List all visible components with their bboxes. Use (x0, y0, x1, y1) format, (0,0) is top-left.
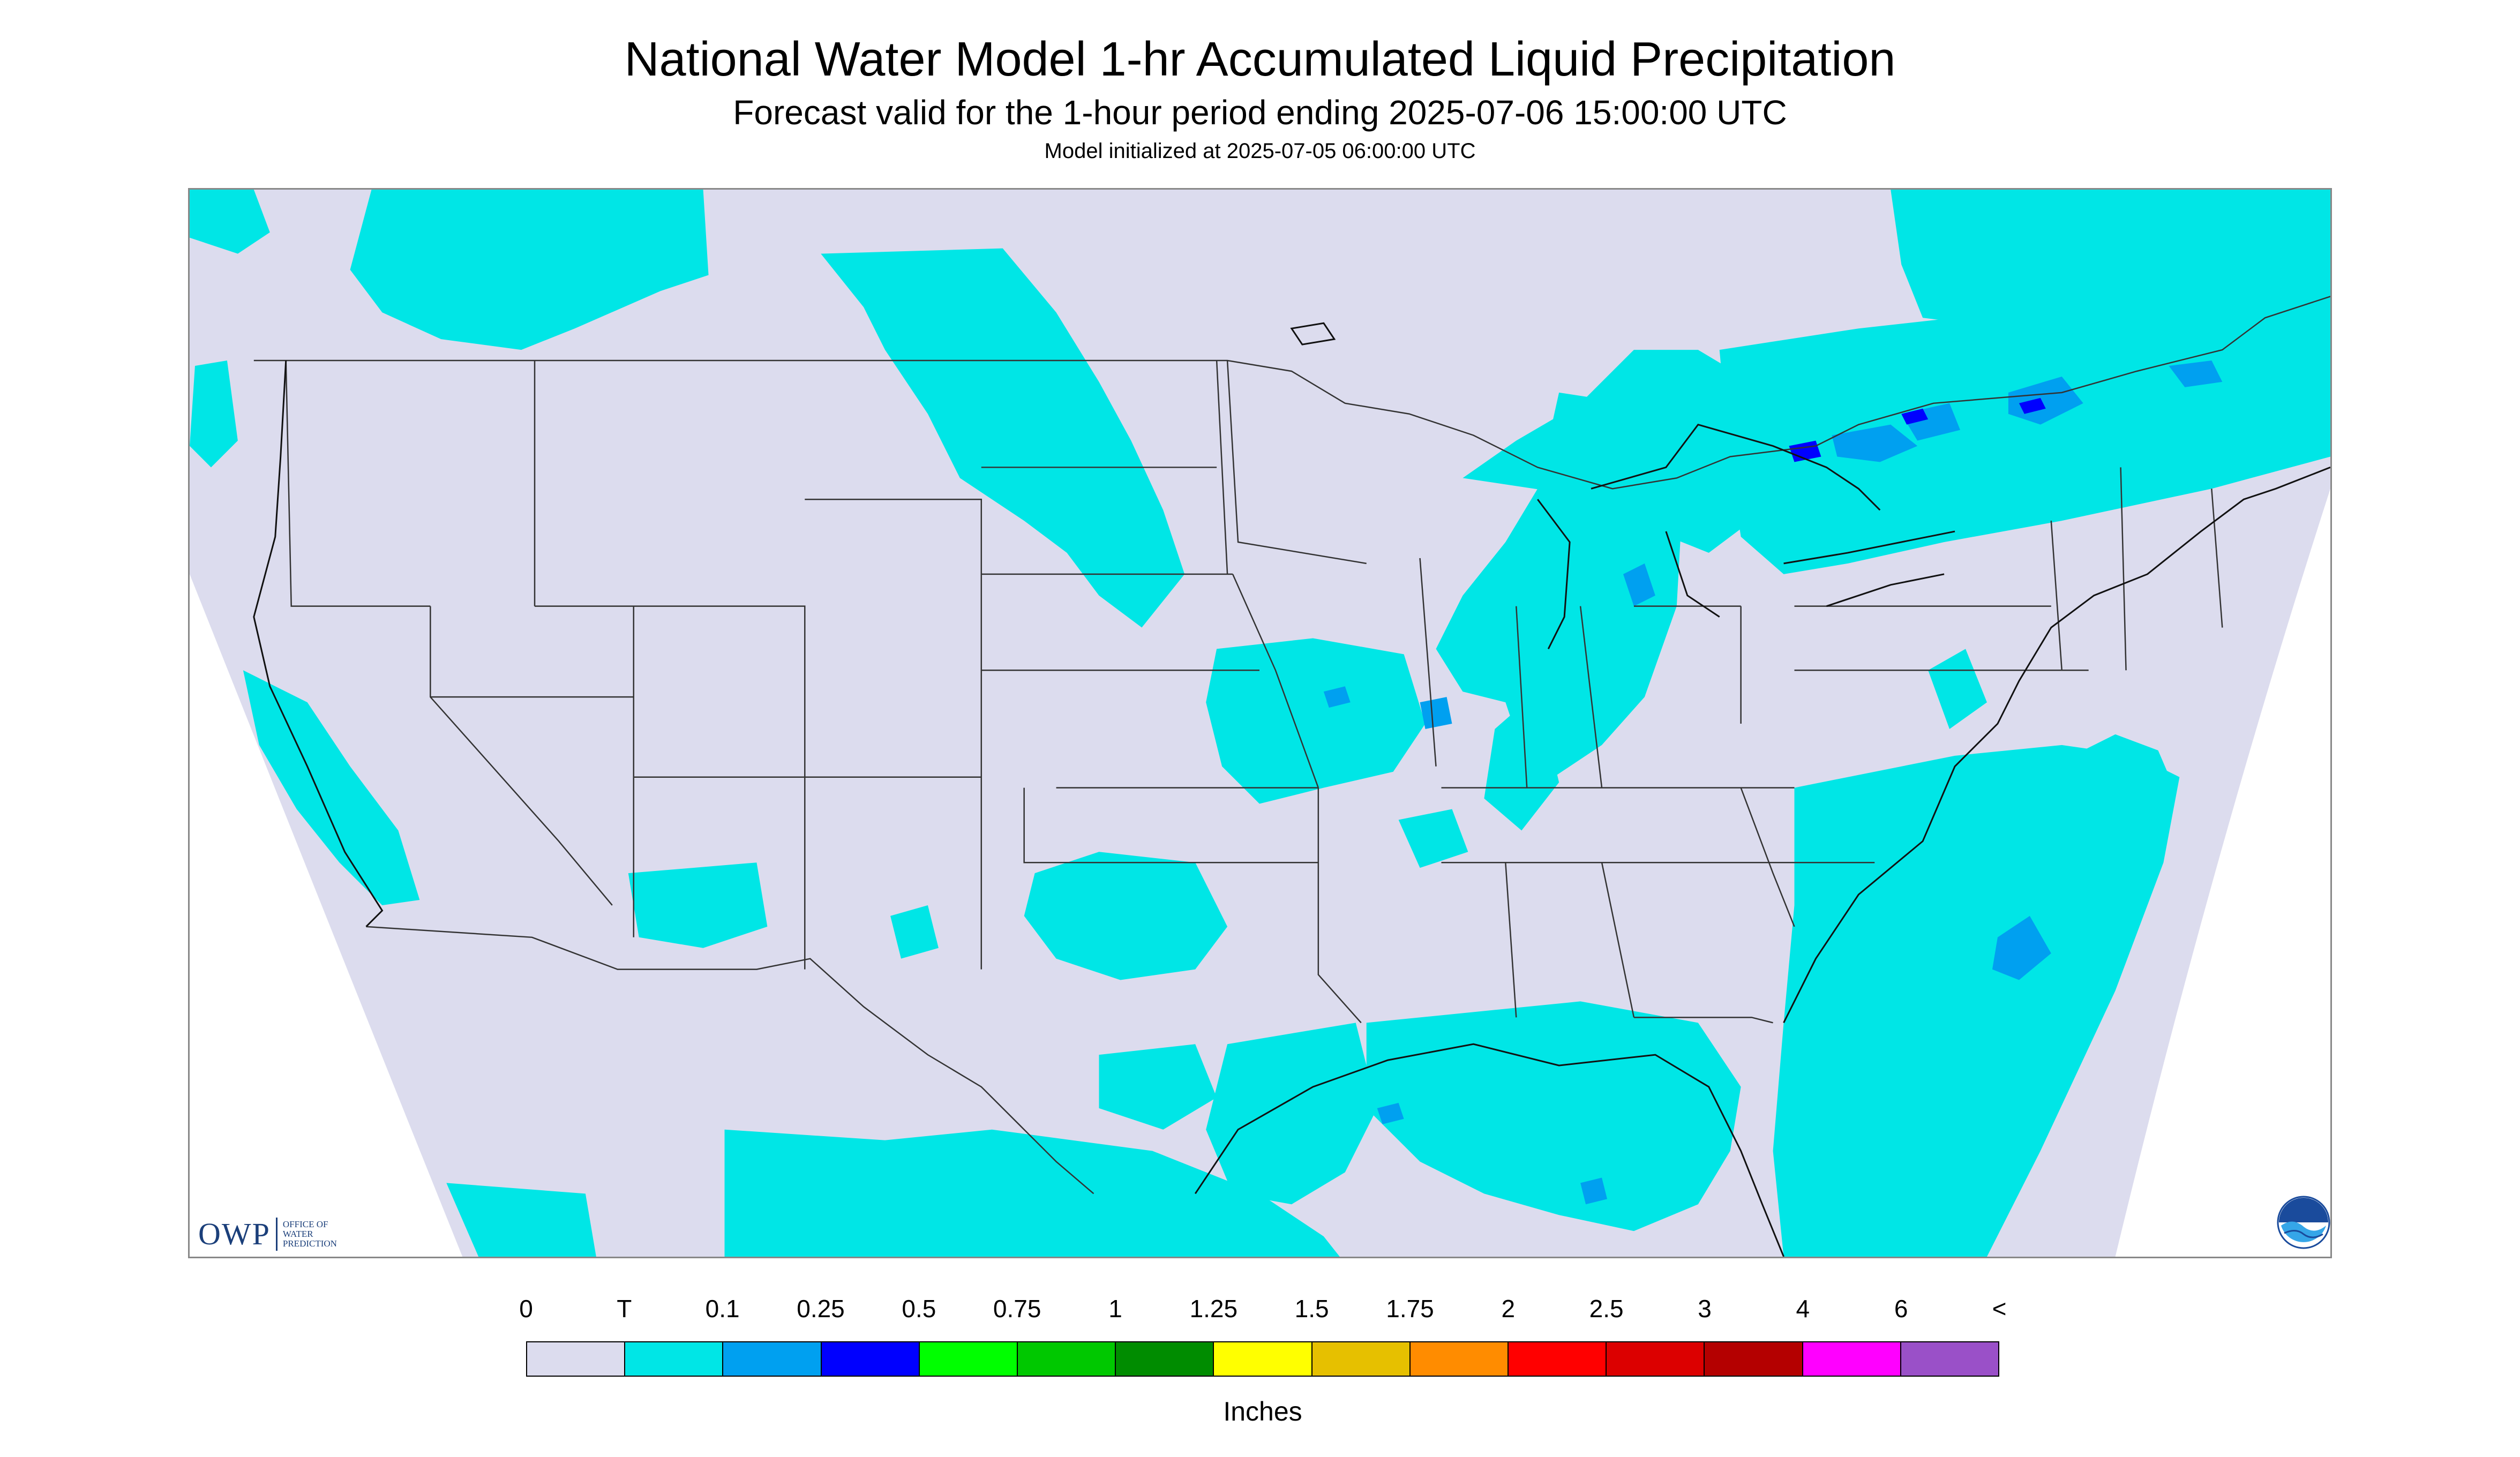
model-init-text: Model initialized at 2025-07-05 06:00:00… (1044, 139, 1476, 163)
legend-label: 0.5 (902, 1295, 936, 1323)
legend-label: 1.5 (1294, 1295, 1329, 1323)
legend-swatch (821, 1342, 920, 1376)
legend-swatch (1803, 1342, 1901, 1376)
legend-label: 2 (1501, 1295, 1516, 1323)
owp-logo-text: OWP (198, 1216, 271, 1251)
legend-swatch (1312, 1342, 1411, 1376)
noaa-logo-icon (2277, 1196, 2330, 1249)
legend-units: Inches (1223, 1396, 1302, 1426)
legend-swatch (1116, 1342, 1214, 1376)
legend-label: 1 (1108, 1295, 1122, 1323)
forecast-valid-subtitle: Forecast valid for the 1-hour period end… (733, 93, 1787, 132)
precip-quarter-areas (1789, 397, 2046, 462)
legend-swatch (1705, 1342, 1803, 1376)
legend-labels: 0 T 0.1 0.25 0.5 0.75 1 1.25 1.5 1.75 2 2.5 3 4 6 < (519, 1295, 2006, 1328)
legend-color-bar (526, 1341, 1999, 1377)
legend-label: T (617, 1295, 632, 1323)
legend-swatch (625, 1342, 724, 1376)
legend-label: 1.75 (1386, 1295, 1434, 1323)
owp-logo-divider (275, 1217, 278, 1251)
legend-label: < (1992, 1295, 2007, 1323)
legend-label: 2.5 (1589, 1295, 1624, 1323)
political-borders (253, 296, 2330, 1195)
owp-logo-subtext: OFFICE OF WATER PREDICTION (282, 1219, 337, 1249)
owp-logo: OWP OFFICE OF WATER PREDICTION (198, 1216, 358, 1252)
precipitation-map[interactable] (188, 188, 2332, 1258)
legend-swatch (527, 1342, 626, 1376)
legend-label: 1.25 (1189, 1295, 1238, 1323)
legend-swatch (1901, 1342, 1999, 1376)
page-title: National Water Model 1-hr Accumulated Li… (624, 33, 1896, 86)
legend-label: 6 (1894, 1295, 1908, 1323)
legend-swatch (1214, 1342, 1312, 1376)
legend-swatch (919, 1342, 1018, 1376)
legend-swatch (1607, 1342, 1705, 1376)
map-svg (190, 190, 2330, 1257)
noaa-logo (2277, 1196, 2330, 1249)
legend-swatch (1509, 1342, 1607, 1376)
legend-swatch (1410, 1342, 1509, 1376)
legend-label: 0 (519, 1295, 533, 1323)
legend-label: 4 (1796, 1295, 1810, 1323)
precipitation-legend: 0 T 0.1 0.25 0.5 0.75 1 1.25 1.5 1.75 2 2.5 3 4 6 < Inc… (519, 1295, 2006, 1457)
legend-swatch (723, 1342, 822, 1376)
legend-swatch (1018, 1342, 1116, 1376)
legend-label: 0.75 (993, 1295, 1041, 1323)
legend-label: 3 (1698, 1295, 1712, 1323)
legend-label: 0.1 (705, 1295, 740, 1323)
coastlines (253, 322, 2330, 1257)
legend-label: 0.25 (797, 1295, 845, 1323)
